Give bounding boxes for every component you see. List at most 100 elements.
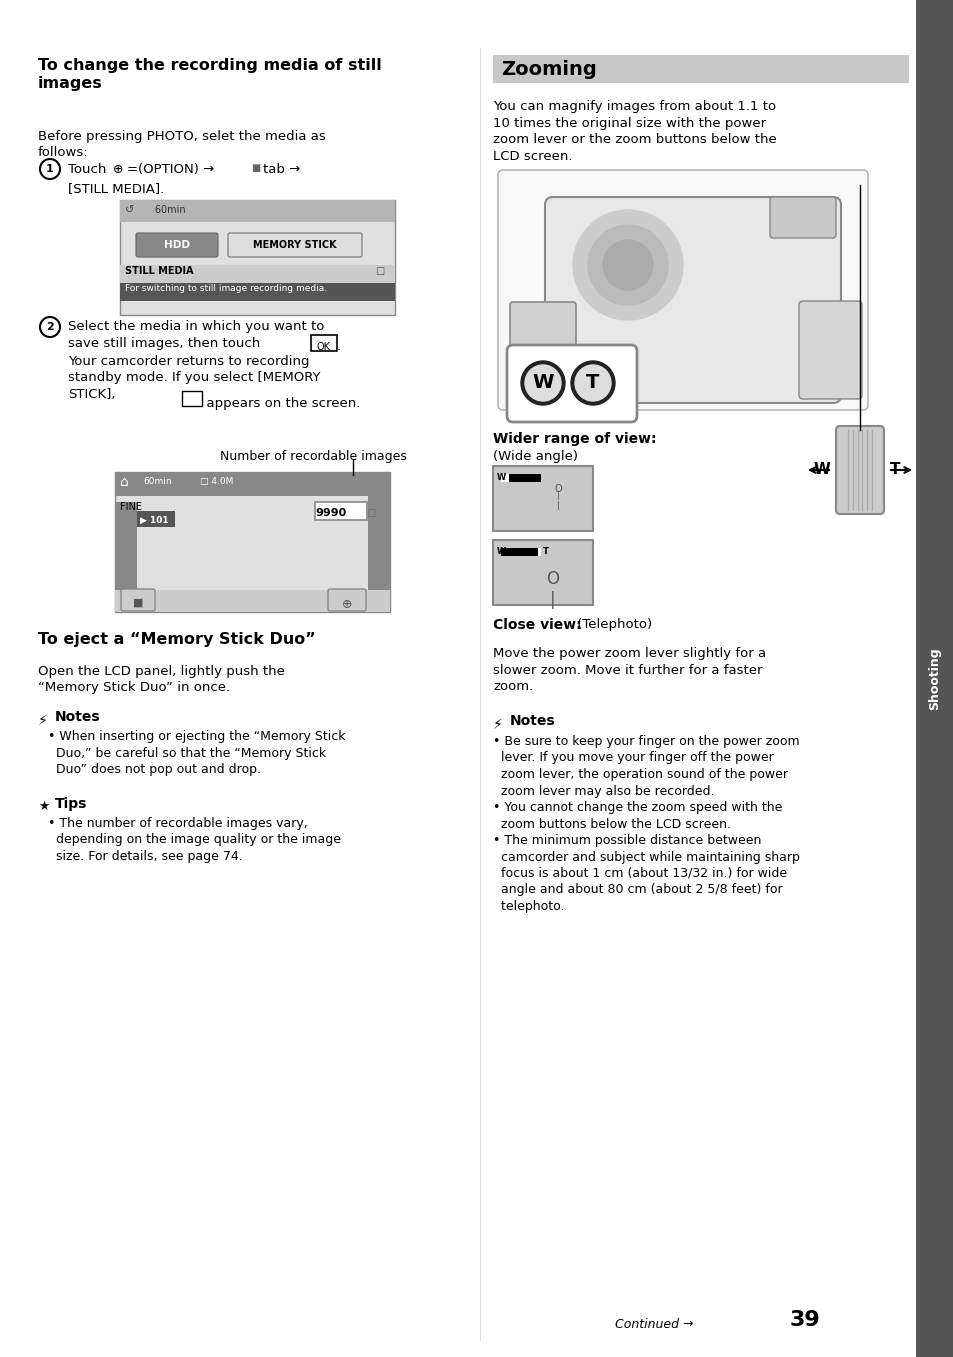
Text: ↺: ↺ [125,205,134,214]
FancyBboxPatch shape [121,589,154,611]
Bar [115,472,390,612]
Bar [500,474,509,482]
Text: Notes: Notes [55,710,100,725]
Text: □ 4.0M: □ 4.0M [200,478,233,486]
Text: FINE: FINE [120,502,142,512]
Bar [137,512,174,527]
Bar [493,465,593,531]
FancyBboxPatch shape [497,170,867,410]
Text: [STILL MEDIA].: [STILL MEDIA]. [68,182,164,195]
Text: To eject a “Memory Stick Duo”: To eject a “Memory Stick Duo” [38,632,315,647]
FancyBboxPatch shape [228,233,361,256]
Circle shape [575,365,610,402]
Circle shape [573,210,682,320]
Circle shape [571,361,615,404]
Text: ■: ■ [251,163,260,172]
Text: OK: OK [316,342,331,351]
Bar [314,502,367,520]
Text: Zooming: Zooming [500,60,597,79]
Text: Open the LCD panel, lightly push the
“Memory Stick Duo” in once.: Open the LCD panel, lightly push the “Me… [38,665,285,695]
Bar [120,199,395,315]
Circle shape [602,240,652,290]
Bar [500,548,540,556]
Bar [115,590,390,612]
FancyBboxPatch shape [769,197,835,237]
Text: HDD: HDD [164,240,190,250]
Text: Move the power zoom lever slightly for a
slower zoom. Move it further for a fast: Move the power zoom lever slightly for a… [493,647,765,693]
Bar [915,0,953,1357]
Text: (Telephoto): (Telephoto) [573,617,652,631]
Bar [493,56,908,83]
Text: 39: 39 [789,1310,820,1330]
Bar [120,284,395,301]
Text: Touch: Touch [68,163,107,176]
FancyBboxPatch shape [182,391,202,406]
Text: ⊕: ⊕ [341,598,352,611]
Circle shape [524,365,560,402]
Text: You can magnify images from about 1.1 to
10 times the original size with the pow: You can magnify images from about 1.1 to… [493,100,776,163]
Bar [115,472,390,497]
Text: ⚡: ⚡ [38,714,48,727]
Circle shape [587,225,667,305]
FancyBboxPatch shape [799,301,862,399]
Text: O: O [554,484,561,494]
Text: □: □ [366,508,375,518]
Text: W: W [497,474,506,482]
FancyBboxPatch shape [136,233,218,256]
Text: T: T [586,373,599,392]
Text: Wider range of view:: Wider range of view: [493,432,656,446]
Text: |
|: | | [556,491,558,510]
Text: 1: 1 [46,164,53,174]
Text: O
|: O | [546,570,558,609]
Text: For switching to still image recording media.: For switching to still image recording m… [125,284,327,293]
Text: W: W [497,547,506,556]
Text: ■: ■ [132,598,143,608]
Text: ▶ 101: ▶ 101 [140,516,169,525]
Text: ★: ★ [38,801,50,813]
Text: Tips: Tips [55,797,88,811]
FancyBboxPatch shape [506,345,637,422]
Text: appears on the screen.: appears on the screen. [198,398,360,410]
Circle shape [520,361,564,404]
Bar [368,472,390,612]
Bar [500,474,540,482]
Text: Number of recordable images: Number of recordable images [220,451,406,463]
Bar [115,502,137,590]
Text: 9990: 9990 [315,508,346,518]
Text: T: T [542,547,548,556]
Text: Before pressing PHOTO, selet the media as
follows:: Before pressing PHOTO, selet the media a… [38,130,325,160]
FancyBboxPatch shape [311,335,336,351]
Text: 60min: 60min [143,478,172,486]
Text: W: W [532,373,553,392]
Text: Close view:: Close view: [493,617,581,632]
Bar [120,265,395,284]
Text: (Wide angle): (Wide angle) [493,451,578,463]
FancyBboxPatch shape [835,426,883,514]
Bar [493,540,593,605]
Text: =(OPTION) →: =(OPTION) → [127,163,214,176]
FancyBboxPatch shape [544,197,841,403]
Text: Select the media in which you want to
save still images, then touch: Select the media in which you want to sa… [68,320,324,350]
Text: Notes: Notes [510,714,555,727]
Text: To change the recording media of still
images: To change the recording media of still i… [38,58,381,91]
Text: STILL MEDIA: STILL MEDIA [125,266,193,275]
Text: tab →: tab → [263,163,300,176]
Text: • Be sure to keep your finger on the power zoom
  lever. If you move your finger: • Be sure to keep your finger on the pow… [493,735,799,913]
Text: • The number of recordable images vary,
  depending on the image quality or the : • The number of recordable images vary, … [48,817,340,863]
Text: T: T [889,463,900,478]
Text: □: □ [375,266,384,275]
Text: ⊕: ⊕ [112,163,123,176]
Text: ⚡: ⚡ [493,718,502,731]
FancyBboxPatch shape [328,589,366,611]
Text: Your camcorder returns to recording
standby mode. If you select [MEMORY
STICK],: Your camcorder returns to recording stan… [68,356,320,402]
Text: Shooting: Shooting [927,647,941,710]
FancyBboxPatch shape [510,303,576,388]
Text: Continued →: Continued → [615,1318,693,1331]
Bar [537,548,540,556]
Text: .: . [336,341,341,353]
Text: MEMORY STICK: MEMORY STICK [253,240,336,250]
Text: W: W [813,463,829,478]
Text: ⌂: ⌂ [120,475,129,489]
Text: 60min: 60min [142,205,186,214]
Bar [120,199,395,223]
